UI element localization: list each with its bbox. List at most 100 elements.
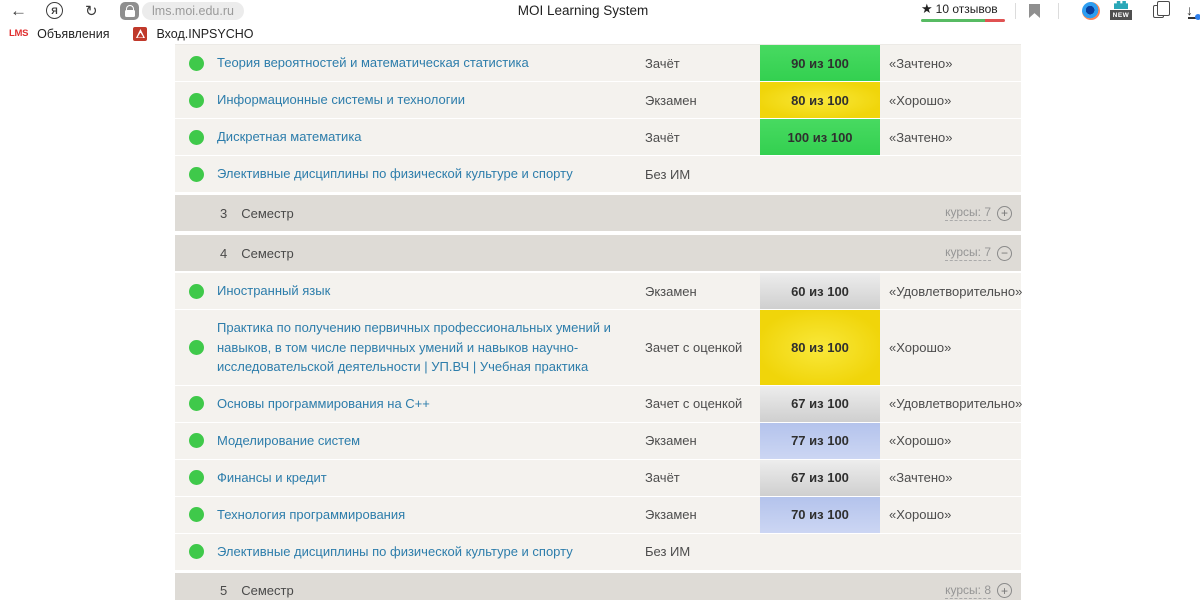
lms-favicon: LMS: [9, 28, 29, 39]
back-button[interactable]: ←: [10, 1, 27, 20]
expand-icon[interactable]: +: [997, 583, 1012, 598]
courses-count-link[interactable]: курсы: 7: [945, 245, 991, 261]
semester-label: Семестр: [241, 245, 294, 261]
grade-label: «Зачтено»: [889, 470, 953, 485]
status-dot-cell: [175, 273, 217, 309]
semester-number: 3: [220, 205, 228, 221]
control-type-label: Зачёт: [645, 470, 680, 485]
semester-controls: курсы: 7−: [945, 245, 1012, 261]
course-name-cell: Моделирование систем: [217, 423, 645, 459]
status-dot-cell: [175, 310, 217, 385]
course-link[interactable]: Основы программирования на C++: [217, 395, 430, 411]
bookmark-item-announcements[interactable]: LMS Объявления: [9, 22, 109, 45]
course-row: Практика по получению первичных професси…: [175, 310, 1021, 386]
course-row: Элективные дисциплины по физической куль…: [175, 533, 1021, 571]
refresh-button[interactable]: ↻: [85, 3, 98, 20]
rating-bar-green: [921, 19, 985, 22]
score-badge: 67 из 100: [760, 385, 880, 422]
semester-label: Семестр: [241, 205, 294, 221]
extension-circle-icon[interactable]: [1082, 2, 1100, 20]
grade-label: «Зачтено»: [889, 55, 953, 71]
collections-icon[interactable]: [1153, 1, 1170, 18]
status-dot-cell: [175, 423, 217, 459]
status-dot-icon: [188, 166, 204, 182]
control-type-label: Без ИМ: [645, 544, 691, 559]
semester-controls: курсы: 8 +: [945, 583, 1012, 599]
course-link[interactable]: Иностранный язык: [217, 283, 331, 299]
course-link[interactable]: Информационные системы и технологии: [217, 92, 465, 108]
score-badge: 80 из 100: [760, 82, 880, 118]
reviews-button[interactable]: ★ 10 отзывов: [921, 1, 1005, 22]
course-row: Моделирование систем Экзамен 77 из 100 «Хор…: [175, 422, 1021, 460]
course-row: Иностранный язык Экзамен 60 из 100 «Удовлет…: [175, 273, 1022, 310]
address-bar[interactable]: lms.moi.edu.ru: [142, 2, 244, 20]
course-row: Информационные системы и технологии Экзам…: [175, 82, 1021, 119]
bookmark-flag-icon[interactable]: [1029, 4, 1040, 18]
lock-icon[interactable]: [120, 2, 139, 20]
collapse-icon[interactable]: −: [997, 245, 1012, 261]
status-dot-cell: [175, 534, 217, 570]
status-dot-icon: [188, 283, 204, 299]
url-text: lms.moi.edu.ru: [152, 4, 234, 18]
new-badge: NEW: [1110, 10, 1132, 20]
course-link[interactable]: Дискретная математика: [217, 129, 362, 145]
course-link[interactable]: Теория вероятностей и математическая ста…: [217, 55, 529, 71]
control-type-label: Экзамен: [645, 283, 697, 299]
control-type-label: Без ИМ: [645, 166, 691, 182]
browser-toolbar: ← Я ↻ lms.moi.edu.ru MOI Learning System…: [0, 0, 1200, 22]
bookmark-label: Вход.INPSYCHO: [156, 26, 254, 41]
expand-icon[interactable]: +: [997, 205, 1012, 221]
status-dot-icon: [188, 470, 204, 485]
status-dot-icon: [188, 544, 204, 559]
status-dot-cell: [175, 386, 217, 422]
download-bar: [1188, 17, 1199, 19]
bookmark-label: Объявления: [37, 26, 110, 41]
status-dot-cell: [175, 45, 217, 81]
score-badge: 90 из 100: [760, 45, 880, 81]
control-type-label: Экзамен: [645, 507, 697, 522]
courses-count-link[interactable]: курсы: 8: [945, 582, 991, 599]
course-row: Технология программирования Экзамен 70 из …: [175, 496, 1021, 534]
course-name-cell: Дискретная математика: [217, 119, 645, 155]
status-dot-icon: [188, 339, 204, 355]
control-type-label: Экзамен: [645, 433, 697, 448]
grade-label: «Зачтено»: [889, 129, 953, 145]
bookmark-item-inpsycho[interactable]: Вход.INPSYCHO: [133, 22, 254, 45]
download-icon[interactable]: ↓: [1186, 2, 1200, 22]
toolbar-separator: [1015, 3, 1016, 19]
inpsycho-favicon: [133, 26, 148, 41]
grade-label: [880, 156, 1021, 192]
course-link[interactable]: Моделирование систем: [217, 432, 361, 448]
status-dot-icon: [188, 55, 204, 71]
control-type-label: Зачет с оценкой: [645, 396, 743, 411]
course-row: Теория вероятностей и математическая ста…: [175, 45, 1021, 82]
semester-label: Семестр: [241, 583, 294, 598]
score-badge: 67 из 100: [760, 459, 880, 496]
control-type-label: Экзамен: [645, 92, 697, 108]
course-name-cell: Технология программирования: [217, 497, 645, 533]
status-dot-icon: [188, 92, 204, 108]
course-row: Дискретная математика Зачёт 100 из 100 «Зач…: [175, 119, 1021, 156]
status-dot-cell: [175, 119, 217, 155]
status-dot-cell: [175, 497, 217, 533]
status-dot-icon: [188, 507, 204, 522]
bookmarks-bar: LMS Объявления Вход.INPSYCHO: [0, 22, 1200, 45]
control-type-label: Зачёт: [645, 129, 680, 145]
courses-count-link[interactable]: курсы: 7: [945, 205, 991, 221]
toolbar-separator: [1058, 3, 1059, 19]
status-dot-cell: [175, 156, 217, 192]
yandex-profile-icon[interactable]: Я: [46, 2, 63, 19]
course-link[interactable]: Финансы и кредит: [217, 469, 327, 485]
score-badge: 80 из 100: [760, 310, 880, 385]
extension-new-icon[interactable]: NEW: [1110, 1, 1132, 20]
course-link[interactable]: Практика по получению первичных професси…: [217, 320, 611, 374]
status-dot-icon: [188, 433, 204, 448]
course-name-cell: Иностранный язык: [217, 273, 645, 309]
course-link[interactable]: Элективные дисциплины по физической куль…: [217, 543, 573, 559]
score-badge: [760, 156, 880, 192]
course-link[interactable]: Элективные дисциплины по физической куль…: [217, 166, 573, 182]
course-row: Элективные дисциплины по физической куль…: [175, 156, 1021, 193]
grade-label: «Хорошо»: [889, 433, 952, 448]
grades-table: Теория вероятностей и математическая ста…: [175, 44, 1022, 600]
course-link[interactable]: Технология программирования: [217, 506, 406, 522]
